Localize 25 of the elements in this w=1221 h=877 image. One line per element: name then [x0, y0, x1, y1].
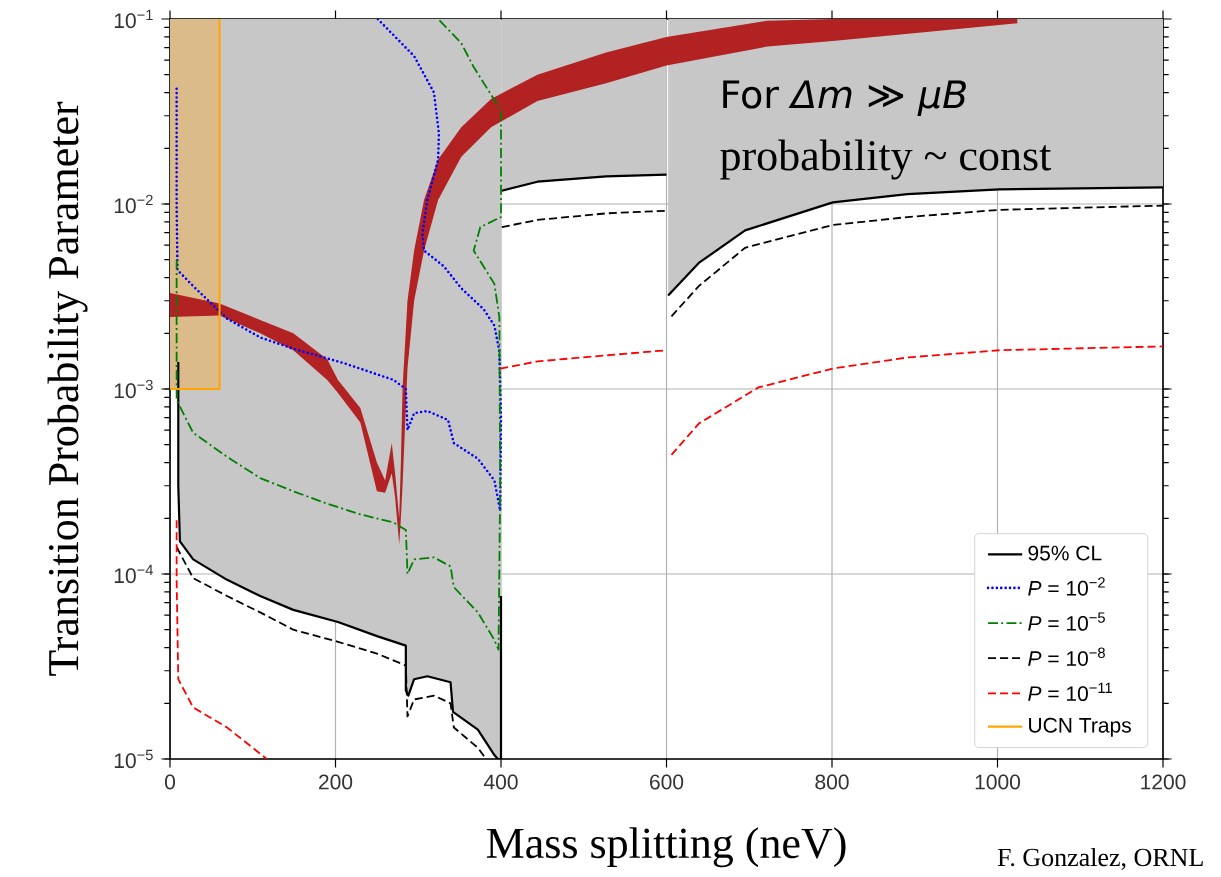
line-series	[175, 19, 502, 651]
y-axis-title: Transition Probability Parameter	[47, 101, 88, 676]
x-tick-label: 1000	[975, 774, 1021, 790]
annotation: probability ~ const	[720, 139, 1052, 180]
annotation: For Δm ≫ μB	[723, 80, 966, 116]
legend-label: 95% CL	[1028, 545, 1102, 561]
legend-label: UCN Traps	[1029, 717, 1131, 737]
x-tick-label: 800	[815, 774, 849, 790]
x-tick-label: 0	[164, 774, 176, 790]
x-tick-label: 200	[319, 774, 353, 790]
y-tick-label: 10$^{−3}$	[114, 379, 153, 399]
y-tick-label: 10$^{−5}$	[114, 749, 153, 769]
legend-label: P = 10$^{−11}$	[1028, 682, 1112, 702]
x-axis-title: Mass splitting (neV)	[486, 827, 846, 868]
legend-label: P = 10$^{−5}$	[1028, 612, 1105, 631]
x-tick-label: 400	[483, 774, 518, 790]
x-tick-label: 1200	[1141, 774, 1186, 790]
text: F. Gonzalez, ORNL	[997, 847, 1203, 870]
line-series	[175, 19, 503, 512]
legend-label: P = 10$^{−2}$	[1028, 577, 1105, 596]
y-tick-label: 10$^{−4}$	[114, 564, 153, 584]
legend-label: P = 10$^{−8}$	[1028, 647, 1105, 666]
y-tick-label: 10$^{−2}$	[114, 194, 153, 214]
x-tick-label: 600	[650, 774, 684, 790]
y-tick-label: 10$^{−1}$	[114, 9, 153, 29]
